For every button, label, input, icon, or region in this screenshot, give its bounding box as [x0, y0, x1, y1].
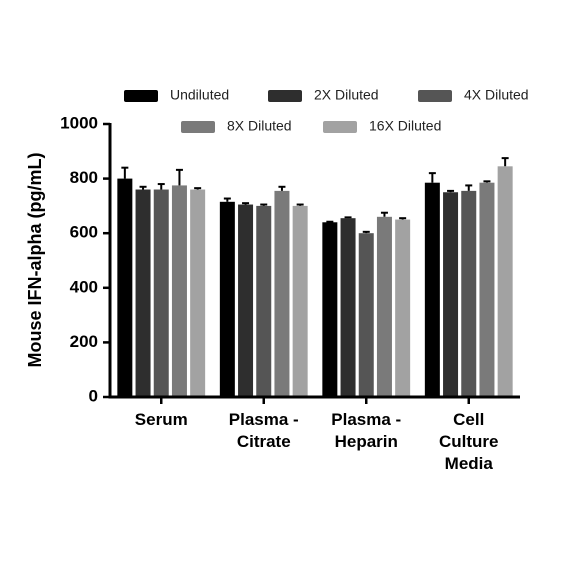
bar	[274, 190, 290, 397]
legend-label: Undiluted	[170, 87, 229, 103]
bar	[238, 204, 254, 397]
legend-label: 8X Diluted	[227, 118, 292, 134]
y-tick-label: 200	[70, 332, 98, 351]
bar	[117, 178, 133, 397]
legend-swatch	[181, 121, 215, 133]
bar	[424, 182, 440, 397]
bar	[461, 190, 477, 397]
x-tick-label: Plasma -Citrate	[229, 410, 299, 451]
bar	[358, 233, 374, 397]
bar	[256, 205, 272, 397]
bar	[497, 166, 513, 397]
bar	[443, 192, 459, 397]
legend-label: 4X Diluted	[464, 87, 529, 103]
legend-swatch	[124, 90, 158, 102]
bar	[190, 189, 206, 397]
legend-label: 16X Diluted	[369, 118, 441, 134]
x-tick-label: Plasma -Heparin	[331, 410, 401, 451]
y-tick-label: 0	[89, 386, 98, 405]
bar	[395, 219, 411, 397]
x-tick-label: Cell Culture Media	[439, 410, 499, 473]
y-tick-label: 1000	[60, 113, 98, 132]
bar	[171, 185, 187, 397]
legend-swatch	[268, 90, 302, 102]
bar	[219, 201, 235, 397]
bar	[340, 218, 356, 397]
bar	[153, 189, 169, 397]
x-tick-label: Serum	[135, 410, 188, 429]
y-tick-label: 400	[70, 277, 98, 296]
legend-label: 2X Diluted	[314, 87, 379, 103]
y-tick-label: 600	[70, 223, 98, 242]
bar	[292, 205, 308, 397]
legend-swatch	[323, 121, 357, 133]
bar	[479, 182, 495, 397]
bar	[322, 222, 338, 397]
bar	[135, 189, 151, 397]
legend-swatch	[418, 90, 452, 102]
y-axis-title: Mouse IFN-alpha (pg/mL)	[25, 153, 45, 368]
bar	[376, 216, 392, 397]
y-tick-label: 800	[70, 168, 98, 187]
